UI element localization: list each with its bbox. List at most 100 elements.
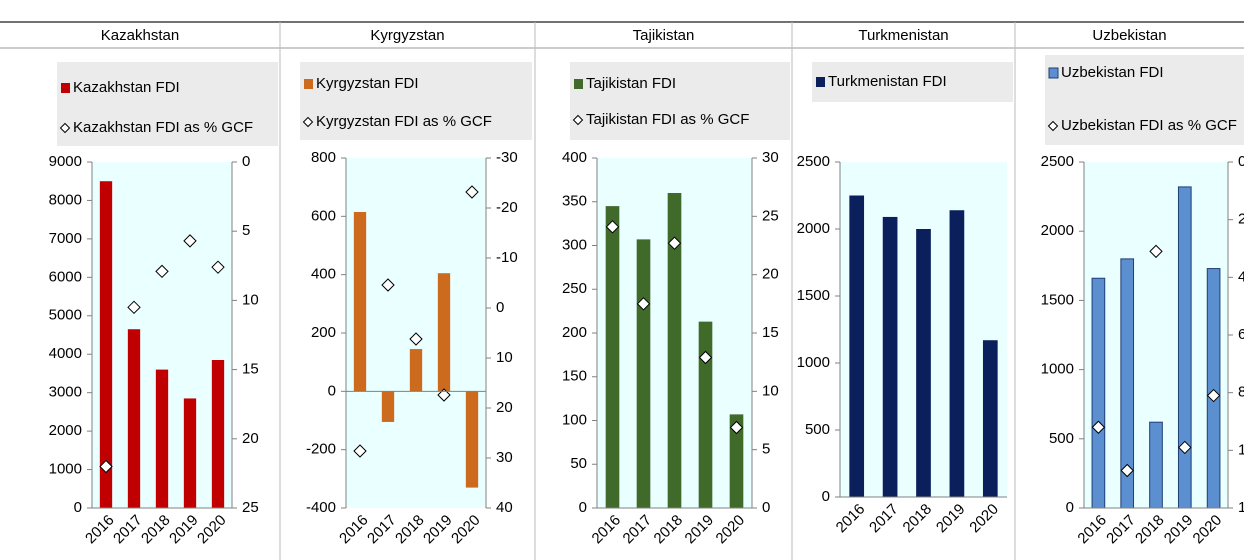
legend-marker: [61, 83, 70, 93]
y-tick-label: 150: [562, 368, 587, 385]
y2-tick-label: 30: [762, 149, 779, 166]
y-tick-label: 0: [328, 382, 336, 399]
legend-box: [812, 62, 1013, 102]
legend-marker: [59, 122, 71, 134]
legend-box: [1045, 55, 1244, 145]
y-tick-label: 0: [579, 499, 587, 516]
legend-box: [570, 62, 790, 140]
bar: [381, 391, 395, 422]
diamond-marker: [1091, 420, 1106, 434]
bar: [849, 195, 865, 497]
diamond-marker: [409, 332, 423, 346]
diamond-marker: [698, 350, 713, 365]
legend-label: Kazakhstan FDI as % GCF: [73, 119, 254, 136]
legend-entry: Kyrgyzstan FDI as % GCF: [316, 113, 492, 130]
y-tick-label: 400: [562, 149, 587, 166]
y2-tick-label: 20: [496, 399, 513, 416]
legend-entry: Kazakhstan FDI as % GCF: [73, 119, 254, 136]
diamond-marker: [183, 234, 197, 248]
bar: [1177, 186, 1192, 509]
legend-label: Tajikistan FDI: [586, 75, 677, 92]
y-tick-label: 4000: [49, 345, 82, 362]
diamond-marker: [636, 297, 651, 311]
bar: [183, 398, 197, 508]
y-tick-label: 1500: [797, 287, 830, 304]
y-tick-label: 500: [1049, 430, 1074, 447]
y-tick-label: 500: [805, 421, 830, 438]
y-tick-label: 8000: [49, 191, 82, 208]
legend-label: Kyrgyzstan FDI: [316, 75, 419, 92]
y2-tick-label: 2: [1238, 211, 1244, 228]
legend-box: [57, 62, 278, 146]
diamond-marker: [465, 185, 479, 199]
y-tick-label: 1500: [1041, 291, 1074, 308]
bar: [698, 321, 713, 508]
bar: [1091, 277, 1106, 509]
legend-marker: [572, 114, 584, 126]
bar: [605, 206, 620, 508]
y-tick-label: 1000: [797, 354, 830, 371]
bar: [127, 329, 141, 508]
y2-tick-label: 30: [496, 449, 513, 466]
diamond-marker: [437, 388, 451, 402]
y2-tick-label: 20: [242, 430, 259, 447]
legend-label: Tajikistan FDI as % GCF: [586, 111, 750, 128]
bar: [636, 239, 651, 508]
bar: [1149, 421, 1163, 509]
y2-tick-label: 5: [242, 222, 250, 239]
bar: [353, 211, 367, 392]
y2-tick-label: 12: [1238, 499, 1244, 516]
panel: Kazakhstan 0 1000 2000 3000 4000 5000 6000 7000 8…: [49, 27, 278, 547]
y-tick-label: 400: [311, 266, 336, 283]
y2-tick-label: 10: [762, 382, 779, 399]
panel-title: Kyrgyzstan: [370, 27, 444, 44]
y-tick-label: 800: [311, 149, 336, 166]
y2-tick-label: 40: [496, 499, 513, 516]
legend-label: Uzbekistan FDI as % GCF: [1061, 117, 1237, 134]
panel-title: Tajikistan: [633, 27, 695, 44]
y-tick-label: 0: [822, 488, 830, 505]
y-tick-label: 0: [74, 499, 82, 516]
legend-label: Turkmenistan FDI: [828, 73, 947, 90]
y-tick-label: 7000: [49, 230, 82, 247]
y-tick-label: 600: [311, 207, 336, 224]
bar: [729, 414, 744, 508]
y2-tick-label: 10: [242, 291, 259, 308]
y-tick-label: 3000: [49, 384, 82, 401]
diamond-marker: [667, 236, 682, 250]
y2-tick-label: 15: [762, 324, 779, 341]
legend-marker: [574, 79, 583, 89]
y-tick-label: 250: [562, 280, 587, 297]
y-tick-label: 200: [562, 324, 587, 341]
diamond-marker: [1206, 388, 1221, 403]
bar: [1206, 268, 1221, 509]
bar: [409, 349, 423, 392]
diamond-marker: [99, 459, 113, 474]
diamond-marker: [1178, 440, 1192, 455]
panel-title: Kazakhstan: [101, 27, 179, 44]
bar: [465, 391, 479, 488]
diamond-marker: [605, 220, 620, 234]
diamond-marker: [1120, 463, 1134, 478]
panel: Turkmenistan0500100015002000250020162017…: [797, 27, 1013, 536]
bar: [882, 216, 898, 497]
panel: Uzbekistan050010001500200025000246810122…: [1041, 27, 1244, 547]
y-tick-label: 50: [570, 455, 587, 472]
legend-entry: Kyrgyzstan FDI: [316, 75, 419, 92]
legend-entry: Uzbekistan FDI: [1061, 64, 1164, 81]
y-tick-label: 200: [311, 324, 336, 341]
y-tick-label: 2000: [49, 422, 82, 439]
y2-tick-label: 25: [242, 499, 259, 516]
diamond-marker: [353, 444, 367, 458]
y2-tick-label: 4: [1238, 268, 1244, 285]
legend-entry: Uzbekistan FDI as % GCF: [1061, 117, 1237, 134]
panel-title: Turkmenistan: [858, 27, 948, 44]
diamond-marker: [1149, 244, 1163, 259]
legend-marker: [304, 79, 313, 89]
y2-tick-label: 25: [762, 207, 779, 224]
panel-title: Uzbekistan: [1092, 27, 1166, 44]
y-tick-label: -400: [306, 499, 336, 516]
panel: Tajikistan 0 50 100 150 200 250 300 350 400 0 5 10 15…: [562, 27, 790, 547]
